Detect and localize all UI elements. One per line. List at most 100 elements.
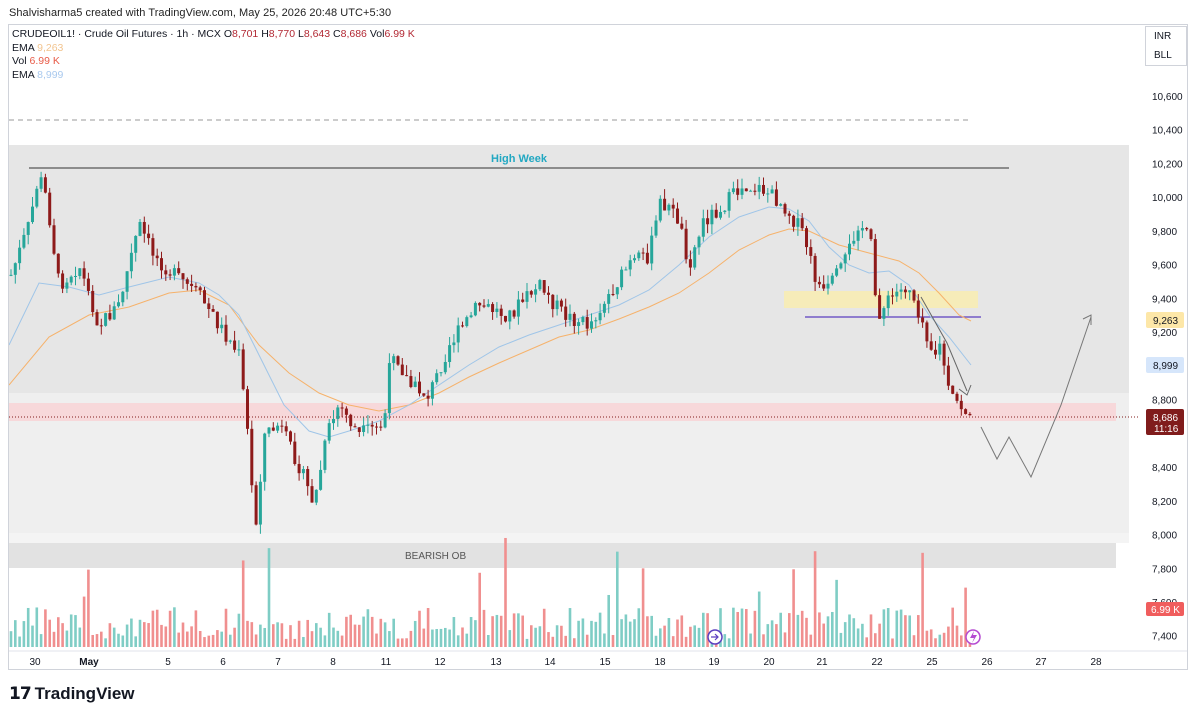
- candle-body: [211, 308, 215, 312]
- candle-body: [112, 306, 116, 320]
- volume-bar: [745, 609, 748, 647]
- brand-name: TradingView: [34, 684, 135, 703]
- candle-body: [370, 424, 374, 427]
- volume-bar: [598, 612, 602, 647]
- ema-slow-label[interactable]: EMA: [12, 41, 35, 54]
- volume-bar: [504, 537, 507, 647]
- candle-body: [56, 253, 60, 274]
- volume-bar: [603, 633, 606, 647]
- unit-button[interactable]: BLL: [1154, 50, 1172, 61]
- tradingview-logo-icon: 𝟭𝟳: [9, 684, 32, 703]
- candle-body: [289, 431, 292, 442]
- candle-body: [263, 433, 267, 482]
- candle-body: [185, 279, 189, 284]
- currency-button[interactable]: INR: [1154, 31, 1172, 42]
- time-axis[interactable]: 30 May 5 6 7 8 11 12 13 14 15 18 19 20 21 22 25 26 27 28: [29, 657, 1102, 668]
- volume-bar: [452, 617, 456, 647]
- volume-bar: [345, 616, 348, 647]
- candle-body: [826, 283, 830, 289]
- volume-bar: [293, 638, 297, 647]
- volume-bar: [659, 628, 662, 647]
- volume-bar: [143, 622, 146, 647]
- volume-bar: [865, 637, 868, 647]
- volume-bar: [835, 579, 838, 647]
- candle-body: [306, 469, 310, 487]
- candle-body: [43, 177, 47, 193]
- candle-body: [658, 198, 662, 221]
- volume-bar: [637, 608, 641, 647]
- volume-bar: [289, 625, 292, 647]
- candle-body: [121, 291, 125, 303]
- volume-bar: [521, 615, 524, 647]
- volume-bar: [267, 548, 271, 647]
- ema-fast-badge-text: 8,999: [1153, 361, 1178, 372]
- time-tick-label: 13: [490, 657, 502, 668]
- currency-unit-panel[interactable]: INR BLL: [1145, 26, 1187, 66]
- candle-body: [78, 268, 82, 276]
- volume-bar: [809, 634, 813, 647]
- candle-body: [568, 313, 572, 320]
- volume-bar: [650, 615, 653, 647]
- price-chart[interactable]: High Week BEARISH OB 30 May 5 6 7 8 11 12 13 14 15…: [9, 25, 1188, 670]
- candle-body: [727, 192, 731, 211]
- price-tick-label: 8,000: [1152, 531, 1177, 542]
- projection-up-arrow-head: [1082, 314, 1092, 325]
- candle-body: [280, 425, 284, 427]
- price-tick-label: 7,800: [1152, 564, 1177, 575]
- candle-body: [422, 393, 426, 396]
- candle-body: [443, 362, 447, 373]
- candle-body: [499, 308, 503, 316]
- volume-bar: [818, 612, 821, 647]
- candle-body: [757, 184, 761, 192]
- tradingview-brand[interactable]: 𝟭𝟳 TradingView: [9, 684, 135, 704]
- volume-bar: [581, 618, 585, 647]
- candle-body: [233, 340, 237, 350]
- price-tick-label: 9,200: [1152, 328, 1177, 339]
- symbol-title[interactable]: CRUDEOIL1! · Crude Oil Futures · 1h · MC…: [12, 28, 221, 40]
- volume-bar: [921, 552, 924, 647]
- candle-body: [602, 303, 606, 313]
- candle-body: [835, 268, 839, 276]
- time-tick-label: May: [79, 657, 99, 668]
- volume-bar: [706, 613, 709, 647]
- candle-body: [641, 252, 645, 254]
- candle-body: [336, 407, 340, 420]
- candle-body: [435, 373, 439, 383]
- volume-bar: [87, 569, 90, 647]
- volume-bar: [284, 638, 288, 647]
- candlesticks: [9, 171, 972, 534]
- volume-bar: [323, 635, 327, 647]
- volume-bar: [585, 634, 589, 647]
- candle-body: [766, 193, 770, 195]
- candle-body: [323, 440, 327, 470]
- time-tick-label: 6: [220, 657, 226, 668]
- volume-bar: [413, 620, 417, 647]
- volume-bar: [469, 617, 473, 647]
- volume-bar: [211, 634, 215, 647]
- low-label: L: [297, 28, 304, 40]
- candle-body: [31, 206, 34, 223]
- candle-body: [645, 252, 649, 264]
- volume-bar: [719, 608, 722, 647]
- volume-bar: [52, 631, 56, 647]
- volume-indicator-label[interactable]: Vol: [12, 55, 27, 67]
- candle-body: [676, 208, 679, 224]
- chart-pane[interactable]: High Week BEARISH OB 30 May 5 6 7 8 11 12 13 14 15…: [8, 24, 1188, 670]
- volume-bar: [272, 624, 275, 647]
- candle-body: [254, 485, 258, 525]
- candle-body: [418, 381, 421, 394]
- candle-body: [48, 192, 52, 226]
- candle-body: [181, 273, 185, 280]
- volume-bar: [315, 623, 318, 647]
- volume-bar: [676, 619, 679, 647]
- volume-bar: [100, 631, 103, 647]
- volume-bar: [194, 610, 198, 647]
- ema-fast-label[interactable]: EMA: [12, 68, 35, 81]
- candle-body: [319, 469, 323, 490]
- chart-legend[interactable]: CRUDEOIL1! · Crude Oil Futures · 1h · MC…: [12, 28, 415, 82]
- volume-bar: [895, 610, 899, 647]
- candle-body: [736, 188, 740, 195]
- candle-body: [650, 235, 654, 264]
- candle-body: [762, 184, 765, 194]
- volume-bar: [740, 608, 744, 647]
